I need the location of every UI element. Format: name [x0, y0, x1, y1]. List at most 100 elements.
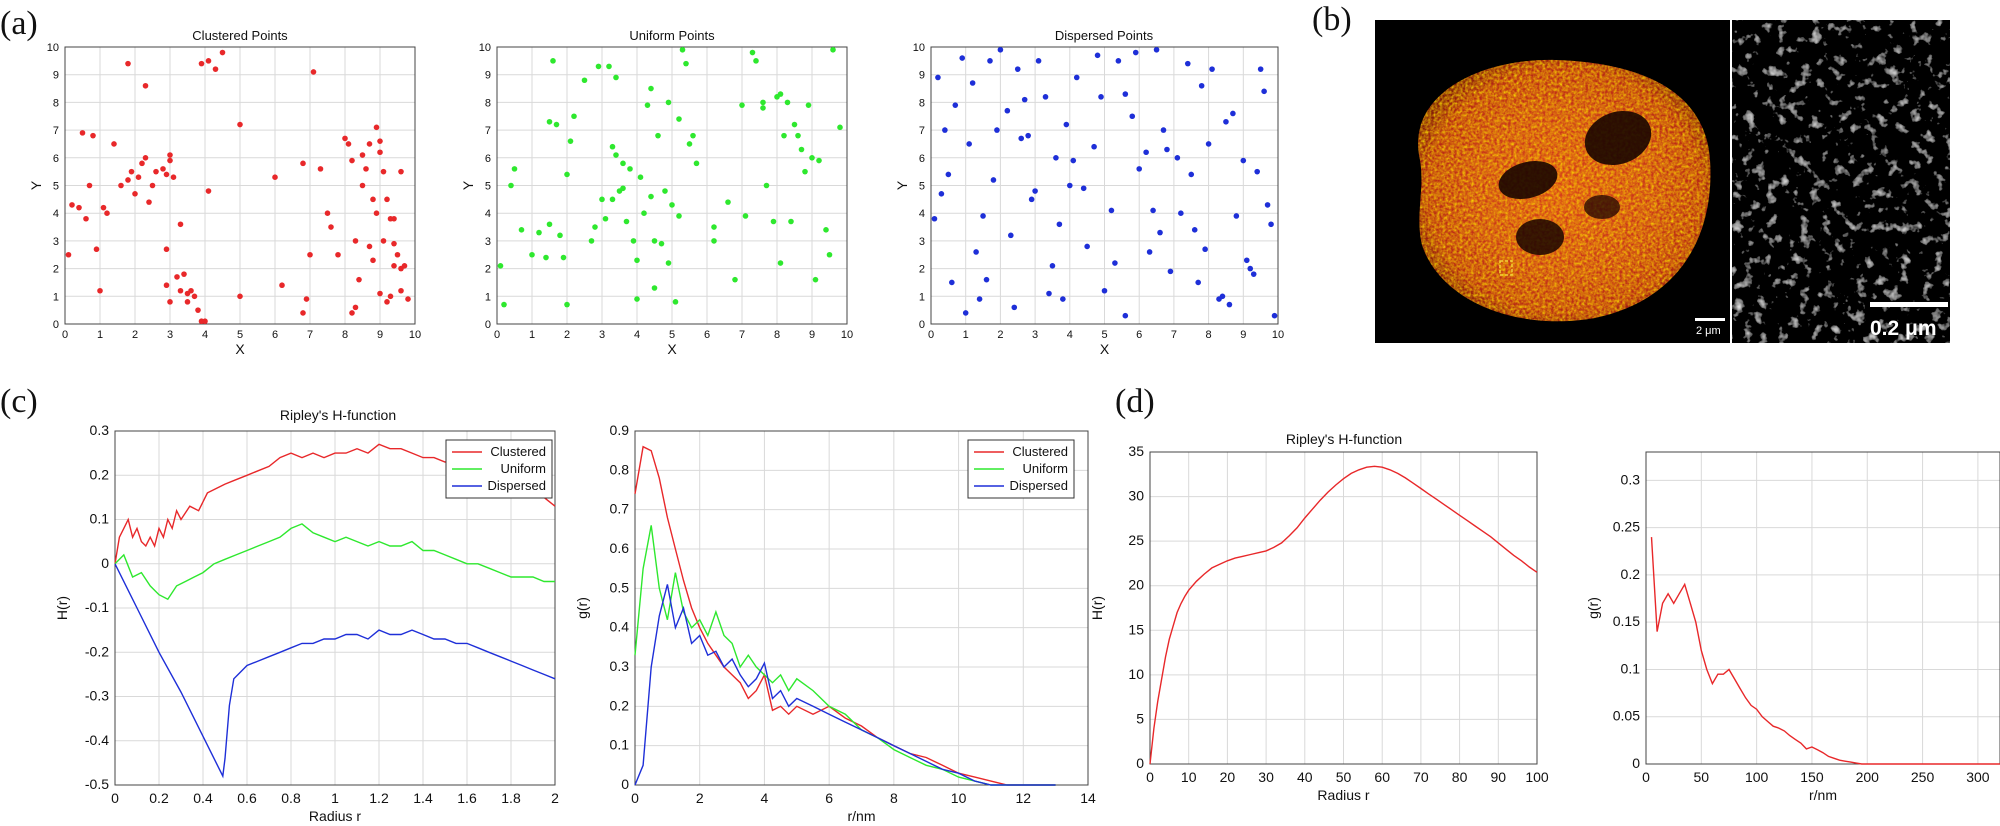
pair-correlation-chart-c: 0 2 4 6 8 10 12 14 0 0.1 0.2 0.3 0.4 0.5 0.6 0.7 0.8 0.9 r…	[574, 422, 1096, 824]
ripley_d-x-tick-label: 50	[1336, 769, 1352, 785]
gr_c-series-dispersed	[634, 584, 1056, 786]
clustered-data-point	[100, 204, 107, 211]
ripley_c-y-tick-label: 0	[101, 555, 109, 571]
gr_c-x-tick-label: 10	[951, 790, 967, 806]
clustered-x-tick-label: 7	[307, 329, 313, 341]
clustered-data-point	[391, 215, 397, 222]
uniform-data-point	[672, 299, 679, 305]
clustered-data-point	[356, 276, 362, 283]
uniform-data-point	[777, 91, 784, 97]
uniform-points-chart: 0 1 2 3 4 5 6 7 8 9 10 0 1 2 3 4 5 6 7 8 9 10 Uniform Points X Y	[460, 28, 853, 357]
uniform-data-point	[781, 132, 787, 139]
clustered-data-point	[237, 121, 243, 128]
dispersed-data-point	[1247, 265, 1254, 272]
uniform-x-tick-label: 7	[739, 329, 745, 341]
clustered-points-chart: 0 1 2 3 4 5 6 7 8 9 10 0 1 2 3 4 5 6 7 8 9 10 Clustered Points…	[28, 28, 421, 357]
dispersed-y-axis-label: Y	[894, 180, 910, 190]
uniform-y-tick-label: 7	[485, 125, 491, 137]
dispersed-data-point	[1250, 271, 1257, 277]
dispersed-data-point	[1042, 94, 1049, 100]
gr_c-legend	[967, 439, 1075, 499]
zoomed-image: 0.2 μm	[1732, 20, 1950, 343]
uniform-data-point	[788, 218, 794, 225]
clustered-data-point	[384, 196, 390, 203]
gr_c-legend-label: Clustered	[1012, 444, 1068, 459]
uniform-data-point	[567, 138, 574, 144]
uniform-data-point	[648, 85, 654, 92]
dispersed-data-point	[990, 177, 997, 183]
gr_c-y-tick-label: 0.8	[610, 461, 630, 477]
uniform-data-point	[777, 260, 784, 266]
uniform-data-point	[557, 232, 563, 239]
clustered-data-point	[135, 174, 142, 180]
dispersed-data-point	[1080, 185, 1087, 192]
uniform-data-point	[588, 238, 595, 244]
clustered-x-tick-label: 1	[97, 329, 103, 341]
uniform-data-point	[602, 215, 609, 222]
uniform-title: Uniform Points	[629, 28, 715, 43]
clustered-data-point	[149, 182, 156, 189]
dispersed-data-point	[1191, 227, 1198, 233]
clustered-data-point	[146, 199, 152, 205]
dispersed-data-point	[1157, 229, 1163, 236]
uniform-x-tick-label: 4	[634, 329, 640, 341]
ripley_c-y-tick-label: -0.1	[85, 599, 109, 615]
clustered-data-point	[349, 157, 355, 164]
ripley_d-x-tick-label: 70	[1413, 769, 1429, 785]
clustered-y-tick-label: 10	[47, 42, 59, 54]
ripley_c-x-tick-label: 2	[551, 790, 559, 806]
ripley_c-x-tick-label: 1.2	[369, 790, 389, 806]
clustered-data-point	[174, 274, 180, 280]
clustered-x-tick-label: 10	[409, 329, 421, 341]
clustered-data-point	[237, 293, 243, 300]
dispersed-data-point	[1150, 207, 1156, 214]
clustered-data-point	[219, 49, 226, 56]
ripley_c-series-uniform	[114, 523, 555, 601]
dispersed-data-point	[1032, 188, 1038, 194]
right-scale-label: 0.2 μm	[1870, 317, 1937, 340]
uniform-data-point	[798, 146, 805, 153]
dispersed-x-tick-label: 2	[997, 329, 1003, 341]
clustered-data-point	[104, 210, 110, 216]
gr_d-y-tick-label: 0.25	[1613, 519, 1640, 535]
uniform-data-point	[497, 263, 504, 269]
dispersed-data-point	[935, 74, 941, 81]
clustered-data-point	[310, 69, 317, 75]
dispersed-data-point	[1067, 182, 1073, 189]
clustered-data-point	[83, 215, 89, 222]
clustered-data-point	[335, 251, 341, 258]
dispersed-data-point	[1014, 66, 1021, 72]
ripley_d-y-tick-label: 15	[1128, 621, 1144, 637]
clustered-data-point	[359, 152, 366, 158]
uniform-data-point	[508, 182, 514, 189]
ripley_c-x-tick-label: 1	[331, 790, 339, 806]
uniform-y-tick-label: 6	[485, 153, 491, 165]
dispersed-data-point	[1233, 213, 1240, 219]
uniform-y-axis-label: Y	[460, 180, 476, 190]
gr_d-x-tick-label: 300	[1966, 769, 1990, 785]
uniform-data-point	[739, 102, 745, 108]
ripley_c-legend-label: Clustered	[490, 444, 546, 459]
clustered-data-point	[170, 174, 177, 180]
clustered-data-point	[205, 188, 212, 194]
ripley_c-series-dispersed	[114, 563, 556, 779]
clustered-data-point	[97, 287, 103, 294]
dispersed-data-point	[1046, 290, 1052, 297]
dispersed-x-tick-label: 7	[1171, 329, 1177, 341]
clustered-y-tick-label: 4	[53, 208, 59, 220]
dispersed-y-tick-label: 3	[919, 236, 925, 248]
uniform-data-point	[665, 260, 672, 266]
ripley_d-y-tick-label: 0	[1136, 755, 1144, 771]
ripley_d-x-tick-label: 0	[1146, 769, 1154, 785]
dispersed-data-point	[1198, 82, 1205, 89]
gr_c-plot-border	[634, 430, 1089, 786]
uniform-data-point	[571, 113, 577, 120]
zoomed-noise	[1732, 20, 1950, 343]
uniform-data-point	[795, 132, 801, 139]
dispersed-data-point	[1271, 312, 1278, 319]
dispersed-data-point	[1122, 91, 1129, 97]
uniform-data-point	[606, 63, 612, 70]
uniform-data-point	[651, 285, 658, 291]
clustered-data-point	[125, 60, 131, 67]
ripley-h-function-chart-c: 0 0.2 0.4 0.6 0.8 1 1.2 1.4 1.6 1.8 2 -0.5 -0.4 -0.3 -…	[54, 407, 559, 824]
